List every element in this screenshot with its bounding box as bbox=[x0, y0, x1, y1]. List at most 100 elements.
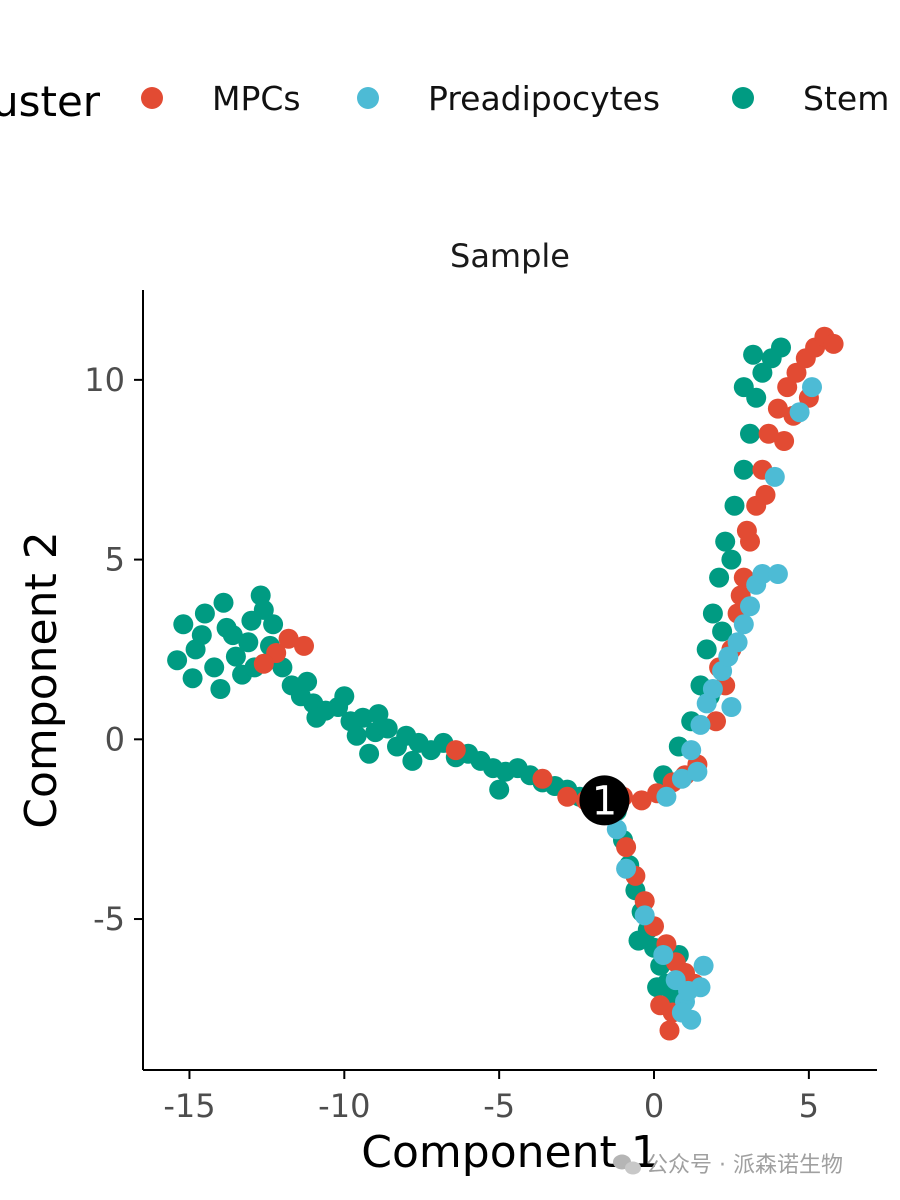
point-stem-12 bbox=[210, 679, 231, 699]
legend-entries: MPCs Preadipocytes Stem bbox=[141, 79, 889, 118]
legend-swatch-mpcs bbox=[141, 87, 163, 109]
point-stem-52 bbox=[359, 743, 380, 764]
point-stem-11 bbox=[182, 668, 203, 689]
point-stem-65 bbox=[647, 977, 668, 998]
point-stem-64 bbox=[628, 930, 649, 951]
y-tick-label-0: -5 bbox=[93, 900, 125, 938]
point-preadipocytes-26 bbox=[767, 564, 788, 584]
point-mpcs-4 bbox=[445, 740, 466, 761]
point-mpcs-25 bbox=[786, 362, 807, 383]
point-mpcs-22 bbox=[758, 423, 779, 444]
point-stem-75 bbox=[724, 495, 745, 516]
point-stem-76 bbox=[733, 459, 754, 480]
point-stem-17 bbox=[191, 625, 212, 646]
point-mpcs-46 bbox=[659, 1020, 680, 1041]
point-mpcs-33 bbox=[755, 484, 776, 505]
point-preadipocytes-19 bbox=[721, 697, 742, 717]
point-mpcs-39 bbox=[634, 891, 655, 912]
y-axis-ticks: -5 0 5 10 bbox=[84, 361, 143, 938]
point-stem-31 bbox=[334, 686, 355, 707]
point-preadipocytes-2 bbox=[634, 905, 655, 926]
x-axis-ticks: -15 -10 -5 0 5 bbox=[163, 1070, 819, 1125]
point-stem-33 bbox=[368, 704, 389, 725]
point-preadipocytes-12 bbox=[671, 768, 692, 789]
point-stem-82 bbox=[743, 344, 764, 365]
point-stem-27 bbox=[352, 707, 373, 728]
point-preadipocytes-20 bbox=[687, 761, 708, 782]
point-preadipocytes-11 bbox=[656, 786, 677, 807]
point-mpcs-5 bbox=[532, 768, 553, 789]
point-mpcs-1 bbox=[278, 628, 299, 649]
legend-swatch-preadipocytes bbox=[357, 87, 379, 109]
point-stem-10 bbox=[167, 650, 188, 671]
point-preadipocytes-14 bbox=[690, 714, 711, 735]
point-stem-3 bbox=[204, 657, 225, 678]
point-stem-2 bbox=[194, 603, 215, 624]
point-preadipocytes-3 bbox=[653, 945, 674, 965]
point-stem-72 bbox=[702, 603, 723, 624]
legend-title: uster bbox=[0, 77, 101, 126]
point-preadipocytes-21 bbox=[727, 632, 748, 653]
y-axis-title: Component 2 bbox=[16, 531, 67, 828]
branch-point-circle bbox=[579, 775, 630, 826]
point-mpcs-14 bbox=[706, 711, 726, 732]
y-tick-label-1: 0 bbox=[105, 720, 125, 758]
point-mpcs-9 bbox=[631, 790, 652, 811]
point-preadipocytes-18 bbox=[718, 646, 739, 667]
watermark-text: 公众号 · 派森诺生物 bbox=[646, 1153, 843, 1178]
point-preadipocytes-13 bbox=[681, 740, 702, 761]
point-stem-32 bbox=[346, 725, 367, 746]
point-stem-16 bbox=[263, 614, 284, 635]
y-tick-label-2: 5 bbox=[105, 541, 125, 579]
watermark: 公众号 · 派森诺生物 bbox=[613, 1153, 843, 1178]
point-stem-50 bbox=[489, 779, 510, 800]
panel-title: Sample bbox=[450, 237, 570, 275]
point-stem-29 bbox=[377, 718, 398, 739]
branch-point-label: 1 bbox=[592, 778, 617, 824]
point-stem-84 bbox=[712, 621, 733, 642]
legend-label-mpcs: MPCs bbox=[212, 79, 301, 118]
legend-swatch-stem bbox=[732, 87, 754, 109]
point-preadipocytes-28 bbox=[802, 377, 822, 398]
point-stem-81 bbox=[771, 337, 791, 358]
point-mpcs-3 bbox=[253, 653, 274, 674]
legend-label-stem: Stem bbox=[803, 79, 889, 118]
legend-label-preadipocytes: Preadipocytes bbox=[428, 79, 660, 118]
point-preadipocytes-8 bbox=[693, 955, 714, 976]
point-preadipocytes-25 bbox=[752, 564, 773, 584]
point-mpcs-37 bbox=[616, 837, 637, 858]
point-mpcs-2 bbox=[294, 635, 314, 656]
point-preadipocytes-16 bbox=[702, 679, 723, 699]
point-preadipocytes-29 bbox=[764, 466, 785, 487]
plot-area: 1 bbox=[167, 326, 844, 1041]
wechat-icon bbox=[613, 1154, 641, 1175]
x-tick-label-3: 0 bbox=[644, 1087, 664, 1125]
x-tick-label-2: -5 bbox=[483, 1087, 515, 1125]
point-stem-86 bbox=[721, 549, 742, 570]
point-mpcs-24 bbox=[777, 377, 798, 398]
point-mpcs-34 bbox=[736, 520, 757, 541]
point-stem-4 bbox=[213, 592, 234, 613]
point-mpcs-23 bbox=[767, 398, 788, 419]
x-tick-label-4: 5 bbox=[799, 1087, 819, 1125]
point-preadipocytes-23 bbox=[740, 596, 760, 617]
x-tick-label-1: -10 bbox=[318, 1087, 370, 1125]
point-stem-51 bbox=[402, 750, 423, 771]
point-preadipocytes-1 bbox=[616, 858, 637, 879]
x-tick-label-0: -15 bbox=[163, 1087, 215, 1125]
point-mpcs-32 bbox=[774, 431, 795, 451]
point-stem-13 bbox=[225, 646, 246, 667]
point-stem-18 bbox=[216, 617, 237, 638]
point-mpcs-6 bbox=[557, 786, 578, 807]
branch-point-marker: 1 bbox=[579, 775, 630, 826]
legend: uster MPCs Preadipocytes Stem bbox=[0, 77, 889, 126]
point-stem-77 bbox=[740, 423, 760, 444]
point-stem-83 bbox=[733, 377, 754, 398]
point-mpcs-29 bbox=[823, 333, 844, 354]
point-stem-0 bbox=[173, 614, 194, 635]
point-stem-15 bbox=[253, 599, 274, 620]
x-axis-title: Component 1 bbox=[361, 1127, 658, 1178]
point-stem-73 bbox=[709, 567, 730, 588]
point-stem-30 bbox=[306, 707, 327, 728]
